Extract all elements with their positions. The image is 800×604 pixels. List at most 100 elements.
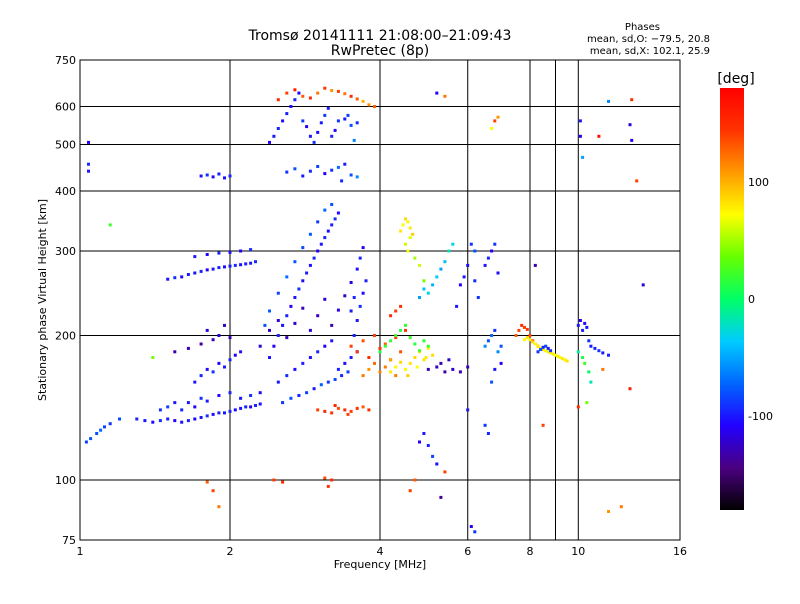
x-tick-label: 2 [227, 545, 234, 558]
data-point [199, 374, 203, 378]
data-point [483, 423, 487, 427]
data-point [439, 361, 443, 365]
data-point [308, 356, 312, 359]
data-point [408, 226, 412, 230]
data-point [536, 344, 540, 348]
data-point [336, 165, 340, 169]
data-point [118, 417, 121, 421]
data-point [87, 140, 90, 144]
data-point [326, 484, 330, 488]
data-point [205, 480, 209, 484]
data-point [413, 478, 417, 482]
data-point [581, 356, 585, 359]
data-point [361, 339, 365, 343]
data-point [528, 338, 532, 342]
data-point [389, 314, 393, 318]
data-point [578, 134, 582, 138]
data-point [486, 256, 490, 260]
data-point [411, 232, 415, 236]
data-point [343, 408, 347, 412]
data-point [166, 417, 170, 421]
data-point [378, 350, 382, 354]
data-point [293, 98, 297, 102]
data-point [199, 174, 203, 178]
data-point [466, 263, 470, 267]
data-point [496, 350, 500, 354]
data-point [483, 344, 487, 348]
data-point [630, 138, 634, 142]
data-point [323, 476, 327, 480]
data-point [435, 462, 439, 466]
data-point [199, 269, 203, 273]
data-point [408, 489, 412, 493]
data-point [578, 319, 582, 322]
data-point [443, 470, 447, 474]
data-point [297, 91, 301, 95]
data-point [228, 358, 232, 362]
data-point [587, 370, 591, 374]
data-point [408, 236, 412, 240]
data-point [285, 336, 289, 340]
data-point [336, 119, 340, 123]
data-point [239, 406, 243, 410]
data-point [355, 175, 359, 179]
data-point [186, 273, 190, 276]
data-point [343, 92, 347, 96]
data-point [418, 263, 421, 267]
data-point [233, 353, 237, 357]
data-point [458, 370, 462, 374]
data-point [383, 365, 387, 369]
data-point [630, 98, 634, 102]
data-point [301, 94, 305, 98]
data-point [520, 323, 524, 327]
data-point [272, 134, 276, 138]
data-point [205, 367, 209, 371]
data-point [285, 170, 289, 174]
data-point [323, 409, 327, 413]
data-point [108, 422, 112, 426]
data-point [323, 86, 327, 90]
data-point [103, 425, 106, 429]
data-point [563, 358, 567, 362]
data-point [312, 140, 316, 144]
data-point [561, 357, 565, 361]
data-point [619, 505, 623, 509]
data-point [301, 119, 305, 123]
x-tick-label: 6 [464, 545, 471, 558]
data-point [635, 179, 639, 183]
data-point [281, 119, 285, 123]
colorbar-ticks: -100 0 100 [748, 176, 773, 423]
data-point [228, 250, 232, 254]
data-point [158, 419, 162, 423]
data-point [601, 367, 605, 371]
data-point [330, 89, 334, 92]
y-tick-label: 750 [55, 54, 76, 67]
data-point [180, 420, 184, 424]
data-point [364, 279, 368, 283]
data-point [514, 334, 518, 337]
data-point [340, 179, 344, 183]
data-point [268, 328, 271, 332]
data-point [404, 367, 407, 371]
data-point [323, 172, 327, 176]
data-point [193, 271, 197, 275]
data-point [469, 242, 473, 246]
data-point [316, 130, 320, 134]
data-point [383, 344, 387, 348]
data-point [151, 420, 155, 424]
data-point [297, 394, 301, 397]
data-point [549, 349, 553, 353]
data-point [493, 367, 497, 371]
data-point [583, 321, 587, 325]
data-point [89, 437, 93, 441]
data-point [239, 350, 243, 354]
data-point [439, 495, 443, 499]
data-point [349, 123, 353, 127]
data-point [330, 168, 334, 172]
data-point [173, 419, 177, 423]
data-point [151, 356, 155, 359]
data-point [426, 344, 430, 348]
data-point [258, 391, 262, 395]
x-tick-label: 4 [377, 545, 384, 558]
data-point [476, 296, 480, 299]
